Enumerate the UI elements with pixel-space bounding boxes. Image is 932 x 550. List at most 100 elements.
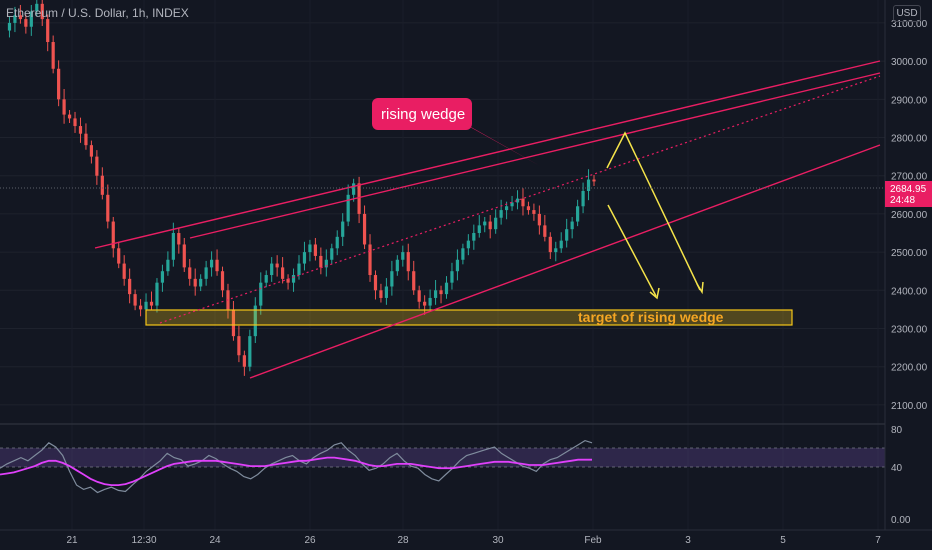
candle-body bbox=[133, 294, 137, 306]
trendlines[interactable] bbox=[94, 60, 881, 379]
candle-body bbox=[423, 301, 427, 306]
price-tick-label: 2800.00 bbox=[891, 134, 928, 145]
candle-body bbox=[455, 259, 460, 272]
time-tick-label: 24 bbox=[209, 535, 221, 546]
candle-body bbox=[450, 271, 454, 283]
projection-line-short[interactable] bbox=[607, 204, 657, 297]
candle-body bbox=[532, 210, 536, 214]
candle-body bbox=[209, 259, 214, 268]
candle-body bbox=[193, 278, 197, 287]
candle-body bbox=[417, 290, 421, 302]
candle-body bbox=[281, 267, 285, 279]
wedge-upper-channel-line[interactable] bbox=[94, 60, 881, 249]
candle-body bbox=[95, 156, 99, 176]
projection-path[interactable] bbox=[606, 131, 701, 291]
price-axis[interactable]: 3100.00 3000.00 2900.00 2800.00 2700.00 2600.… bbox=[884, 0, 932, 550]
candle-body bbox=[286, 278, 290, 283]
candle-body bbox=[444, 282, 449, 295]
candle-body bbox=[581, 190, 585, 207]
time-tick-label: 26 bbox=[304, 535, 316, 546]
candle-body bbox=[78, 126, 83, 134]
candle-body bbox=[237, 336, 241, 356]
candle-body bbox=[559, 240, 563, 249]
candle-body bbox=[166, 259, 170, 272]
candle-body bbox=[24, 19, 28, 27]
candle-body bbox=[155, 282, 159, 306]
candle-body bbox=[319, 255, 323, 268]
rsi-pane bbox=[0, 439, 885, 494]
rsi-tick-label: 0.00 bbox=[891, 515, 911, 526]
rsi-tick-label: 40 bbox=[891, 463, 903, 474]
candle-body bbox=[504, 206, 509, 211]
price-badge-box bbox=[885, 181, 932, 207]
candle-body bbox=[352, 183, 356, 195]
candle-body bbox=[40, 3, 44, 20]
target-zone[interactable]: target of rising wedge bbox=[145, 309, 793, 326]
candle-body bbox=[395, 259, 399, 272]
candle-body bbox=[548, 236, 552, 253]
price-tick-label: 2600.00 bbox=[891, 210, 928, 221]
candle-body bbox=[18, 15, 22, 20]
candle-body bbox=[368, 244, 372, 276]
candle-body bbox=[46, 19, 50, 43]
price-tick-label: 2100.00 bbox=[891, 401, 928, 412]
candle-body bbox=[259, 282, 263, 306]
price-tick-label: 2400.00 bbox=[891, 286, 928, 297]
candle-body bbox=[111, 221, 115, 249]
candle-body bbox=[302, 252, 307, 264]
rsi-band bbox=[0, 448, 885, 467]
candle-body bbox=[35, 3, 39, 12]
candle-body bbox=[117, 248, 121, 264]
wedge-median-line[interactable] bbox=[159, 75, 881, 324]
candle-body bbox=[308, 244, 312, 253]
target-zone-box[interactable] bbox=[145, 309, 793, 326]
candle-body bbox=[253, 305, 257, 337]
candle-body bbox=[324, 259, 328, 268]
grid bbox=[0, 22, 885, 406]
projection-arrows[interactable] bbox=[606, 131, 704, 300]
candle-body bbox=[67, 114, 72, 119]
wedge-lower-line[interactable] bbox=[249, 144, 881, 379]
time-tick-label: 5 bbox=[780, 535, 786, 546]
candle-body bbox=[346, 194, 350, 222]
price-tick-label: 2700.00 bbox=[891, 172, 928, 183]
chart-title: Ethereum / U.S. Dollar, 1h, INDEX bbox=[6, 6, 189, 20]
price-tick-label: 3000.00 bbox=[891, 57, 928, 68]
candle-body bbox=[220, 271, 225, 291]
candle-body bbox=[275, 263, 279, 268]
time-tick-label: 28 bbox=[397, 535, 409, 546]
candle-body bbox=[341, 221, 345, 237]
candle-body bbox=[297, 263, 301, 276]
candle-body bbox=[73, 118, 77, 127]
time-tick-label: 3 bbox=[685, 535, 691, 546]
candle-body bbox=[199, 278, 203, 287]
time-tick-label: 21 bbox=[66, 535, 78, 546]
currency-button[interactable]: USD bbox=[893, 5, 921, 22]
rsi-ma-line bbox=[0, 456, 592, 486]
candle-body bbox=[106, 194, 110, 222]
last-price-badge[interactable]: 2684.95 24:48 bbox=[885, 181, 932, 207]
candle-body bbox=[270, 263, 274, 276]
candle-body bbox=[483, 221, 487, 226]
price-tick-label: 2500.00 bbox=[891, 248, 928, 259]
price-tick-label: 2300.00 bbox=[891, 325, 928, 336]
pattern-callout[interactable]: rising wedge bbox=[372, 98, 540, 166]
candle-body bbox=[231, 309, 236, 337]
candle-body bbox=[144, 301, 148, 310]
candle-body bbox=[537, 213, 541, 226]
candle-body bbox=[357, 183, 361, 214]
wedge-upper-line[interactable] bbox=[189, 72, 881, 239]
callout-box[interactable] bbox=[372, 98, 472, 130]
time-axis[interactable]: 21 12:30 24 26 28 30 Feb 3 5 7 bbox=[0, 529, 932, 546]
candle-body bbox=[412, 271, 416, 291]
price-badge-countdown: 24:48 bbox=[890, 195, 915, 206]
callout-label: rising wedge bbox=[381, 106, 465, 123]
candle-body bbox=[160, 271, 165, 283]
candle-body bbox=[51, 42, 55, 69]
price-tick-label: 2900.00 bbox=[891, 95, 928, 106]
candle-body bbox=[182, 244, 186, 268]
axis-background bbox=[885, 0, 932, 550]
candle-body bbox=[291, 275, 296, 283]
time-tick-label: 7 bbox=[875, 535, 881, 546]
